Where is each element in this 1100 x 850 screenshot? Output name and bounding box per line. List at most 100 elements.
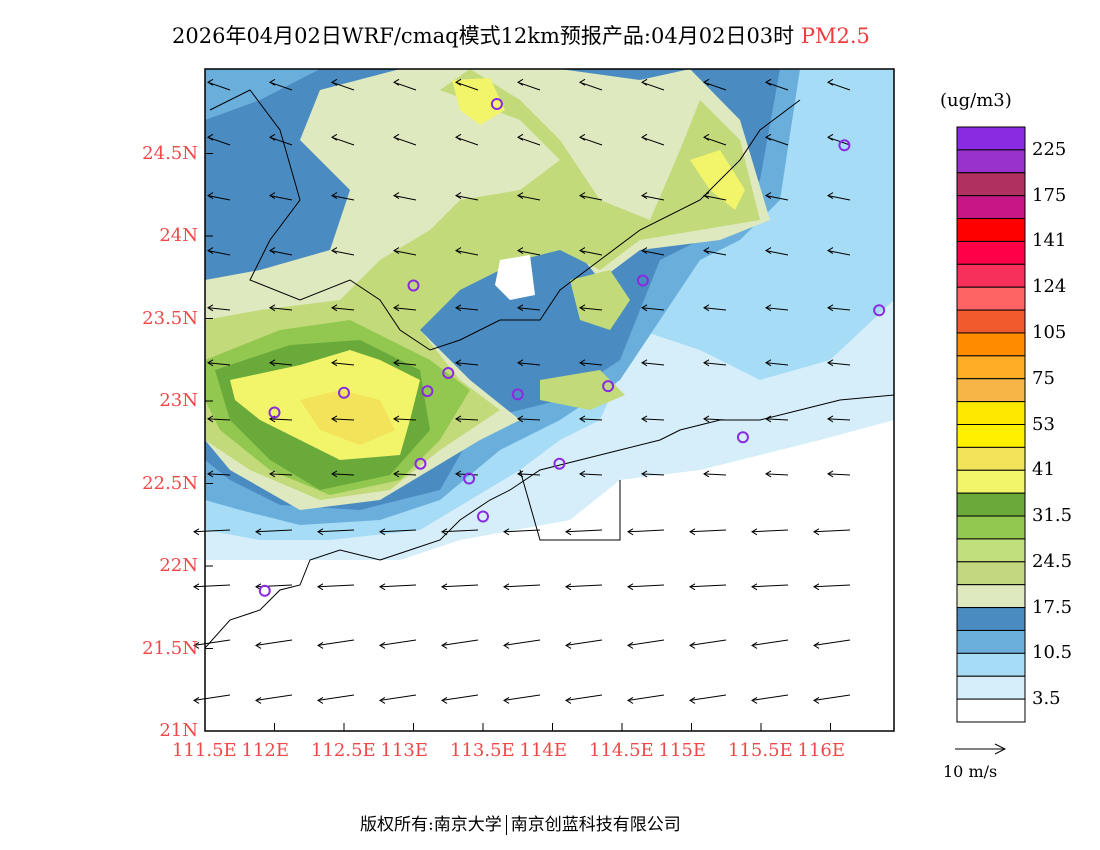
title-text: 2026年04月02日WRF/cmaq模式12km预报产品:04月02日03时 — [172, 24, 795, 48]
wind-arrow — [331, 415, 355, 423]
legend-swatch — [956, 240, 1026, 265]
lat-label: 24N — [159, 225, 198, 246]
wind-arrow — [641, 247, 665, 256]
chart-title: 2026年04月02日WRF/cmaq模式12km预报产品:04月02日03时 … — [172, 20, 870, 50]
station-marker — [463, 472, 476, 485]
legend-swatch — [956, 698, 1026, 723]
wind-arrow — [503, 639, 541, 649]
wind-arrow — [331, 359, 355, 367]
wind-arrow — [193, 528, 231, 536]
wind-arrow — [689, 639, 727, 649]
legend-label: 24.5 — [1032, 550, 1073, 572]
wind-arrow — [641, 415, 665, 423]
station-marker — [636, 274, 649, 287]
wind-arrow — [455, 304, 479, 312]
wind-arrow — [269, 304, 293, 312]
wind-arrow — [517, 415, 541, 423]
station-marker — [511, 388, 524, 401]
wind-arrow — [455, 415, 479, 423]
wind-arrow — [703, 192, 727, 201]
wind-arrow — [207, 192, 231, 201]
legend-label: 31.5 — [1032, 505, 1073, 527]
wind-arrow — [441, 639, 479, 649]
wind-arrow — [441, 583, 479, 591]
lat-label: 23N — [159, 390, 198, 411]
wind-arrow — [827, 304, 851, 312]
wind-arrow — [269, 192, 293, 201]
wind-arrow — [627, 583, 665, 591]
wind-arrow — [331, 133, 355, 146]
copyright: 版权所有:南京大学 南京创蓝科技有限公司 — [360, 810, 685, 835]
legend-label: 124 — [1032, 276, 1067, 298]
wind-arrow — [813, 583, 851, 591]
legend-label: 225 — [1032, 138, 1067, 160]
yellow-green-north — [452, 78, 505, 125]
legend-swatch — [956, 355, 1026, 380]
wind-arrow — [331, 304, 355, 312]
wind-arrow — [269, 133, 293, 146]
wind-arrow — [703, 304, 727, 312]
legend-swatch — [956, 675, 1026, 700]
yellow-northeast — [690, 150, 745, 210]
wind-arrow — [393, 415, 417, 423]
wind-arrow — [393, 78, 417, 91]
station-marker — [553, 457, 566, 470]
legend-swatch — [956, 469, 1026, 494]
station-marker — [258, 584, 271, 597]
wind-arrow — [517, 133, 541, 146]
light-green-patch — [570, 270, 630, 330]
wind-arrow — [827, 247, 851, 256]
wind-arrow — [393, 192, 417, 201]
wind-arrow — [751, 583, 789, 591]
wind-arrow — [441, 694, 479, 704]
wind-arrow — [813, 528, 851, 536]
lon-label: 115E — [658, 740, 707, 761]
wind-arrow — [565, 639, 603, 649]
wind-arrow — [455, 78, 479, 91]
wind-arrow — [207, 470, 231, 478]
wind-arrow — [517, 470, 541, 478]
wind-arrow — [503, 528, 541, 536]
wind-arrow — [379, 639, 417, 649]
lat-label: 22N — [159, 555, 198, 576]
lon-label: 114E — [519, 740, 568, 761]
legend-swatch — [956, 538, 1026, 563]
province-boundary — [209, 89, 801, 351]
legend-swatch — [956, 286, 1026, 311]
lat-label: 21N — [159, 720, 198, 741]
wind-arrow — [765, 304, 789, 312]
legend-swatch — [956, 332, 1026, 357]
station-marker — [838, 139, 851, 152]
station-marker — [442, 366, 455, 379]
wind-arrow — [703, 470, 727, 478]
wind-arrow — [579, 359, 603, 367]
wind-arrow — [269, 359, 293, 367]
wind-arrow — [765, 359, 789, 367]
wind-arrow — [827, 470, 851, 478]
lat-label: 21.5N — [142, 637, 198, 659]
wind-arrow — [207, 133, 231, 146]
lon-label: 114.5E — [589, 740, 654, 761]
wind-reference-arrowhead — [994, 743, 1007, 755]
legend-swatch — [956, 424, 1026, 448]
coastline — [205, 394, 894, 649]
wind-arrow — [393, 304, 417, 312]
legend-swatch — [956, 561, 1026, 586]
wind-arrow — [579, 192, 603, 201]
wind-arrow — [455, 192, 479, 201]
wind-arrow — [641, 359, 665, 367]
wind-arrow — [703, 78, 727, 91]
lon-label: 112E — [241, 740, 290, 761]
station-marker — [421, 385, 434, 398]
lon-label: 115.5E — [728, 740, 793, 761]
wind-arrow — [641, 133, 665, 146]
wind-arrow — [379, 694, 417, 704]
wind-arrow — [207, 247, 231, 256]
wind-arrow — [579, 470, 603, 478]
wind-arrow — [379, 583, 417, 591]
legend-swatch — [956, 126, 1026, 151]
wind-arrow — [765, 78, 789, 91]
wind-arrow — [813, 639, 851, 649]
legend-swatch — [956, 584, 1026, 609]
white-patch — [495, 255, 535, 300]
